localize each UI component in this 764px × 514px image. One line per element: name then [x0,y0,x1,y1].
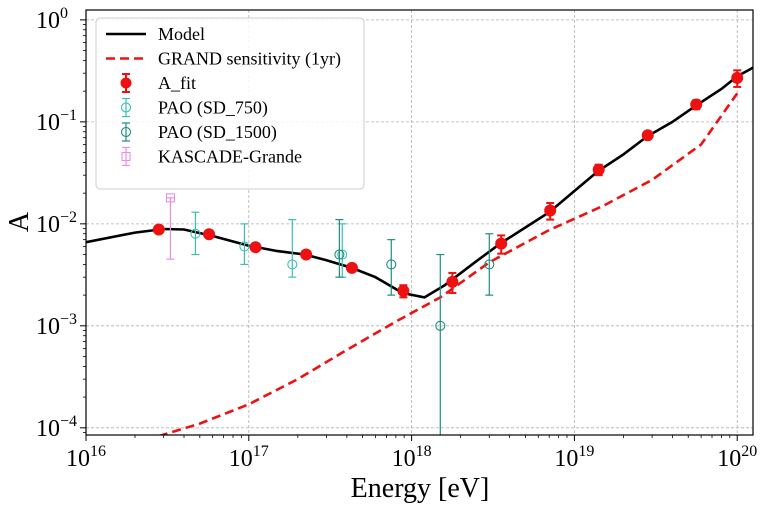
legend-swatch [120,126,132,138]
x-axis-title: Energy [eV] [351,473,490,504]
data-point [337,249,348,260]
series-pao-sd-1500- [334,219,495,435]
x-tick-label: 1016 [66,443,106,472]
legend-box [95,17,365,190]
y-tick-label-exponent: −4 [60,413,77,430]
y-tick-label-exponent: 0 [60,5,68,22]
y-tick-label-base: 10 [36,416,60,442]
data-point [300,248,313,261]
data-point [641,129,654,142]
data-point [592,163,605,176]
x-tick-label-exponent: 16 [90,443,106,460]
data-point [287,259,298,270]
y-axis-title: A [4,211,35,232]
legend-label: A_fit [158,73,196,93]
y-tick-label-exponent: −2 [60,209,77,226]
y-tick-label: 10−3 [36,311,77,340]
x-tick-label: 1017 [229,443,269,472]
y-tick-label-base: 10 [36,110,60,136]
data-point [446,275,459,288]
data-point [435,320,446,331]
data-point [544,204,557,217]
legend-item: PAO (SD_1500) [120,122,277,143]
legend-label: KASCADE-Grande [158,147,302,167]
x-tick-label-base: 10 [554,446,578,472]
data-point [239,241,250,252]
data-point [165,193,175,203]
x-tick-label-exponent: 18 [416,443,432,460]
x-tick-label-base: 10 [66,446,90,472]
legend-item: KASCADE-Grande [121,147,302,167]
x-tick-label-exponent: 20 [741,443,757,460]
legend-swatch [120,102,132,113]
data-point [690,98,703,111]
legend-label: PAO (SD_1500) [158,122,277,143]
legend-item: PAO (SD_750) [120,98,268,119]
y-tick-label: 10−1 [36,107,77,136]
data-point [334,249,345,260]
legend-item: A_fit [120,73,196,93]
legend-item: GRAND sensitivity (1yr) [106,49,341,70]
y-tick-label: 10−4 [36,413,77,442]
data-point [731,71,744,84]
y-tick-label-base: 10 [36,212,60,238]
data-point [190,228,201,239]
series-a-fit [152,69,744,299]
legend-label: PAO (SD_750) [158,98,268,119]
x-tick-label: 1019 [554,443,594,472]
data-point [484,259,495,270]
plot-area [86,66,753,435]
data-point [152,223,165,236]
y-tick-label-exponent: −3 [60,311,77,328]
legend: Model GRAND sensitivity (1yr) A_fit PAO (SD… [95,17,365,190]
series-line [86,66,753,299]
x-tick-label-base: 10 [717,446,741,472]
y-tick-label: 10−2 [36,209,77,238]
x-tick-label: 1018 [392,443,432,472]
series-pao-sd-750- [190,211,348,278]
data-point [495,237,508,250]
data-point [386,259,397,270]
y-tick-label-base: 10 [36,314,60,340]
data-point [249,241,262,254]
legend-label: GRAND sensitivity (1yr) [158,49,341,70]
legend-label: Model [158,24,205,44]
y-tick-label-base: 10 [36,8,60,34]
data-point [397,284,410,297]
data-point [203,228,216,241]
x-tick-label-exponent: 19 [578,443,594,460]
series-model [86,66,753,299]
y-tick-label-exponent: −1 [60,107,77,124]
legend-swatch [121,151,131,162]
legend-item: Model [106,24,205,44]
plot-frame [85,9,754,436]
x-tick-label: 1020 [717,443,757,472]
x-tick-label-base: 10 [229,446,253,472]
x-tick-label-exponent: 17 [253,443,269,460]
x-tick-label-base: 10 [392,446,416,472]
y-tick-label: 100 [36,5,68,34]
legend-swatch [120,77,132,89]
data-point [345,261,358,274]
series-kascade-grande [165,193,175,260]
